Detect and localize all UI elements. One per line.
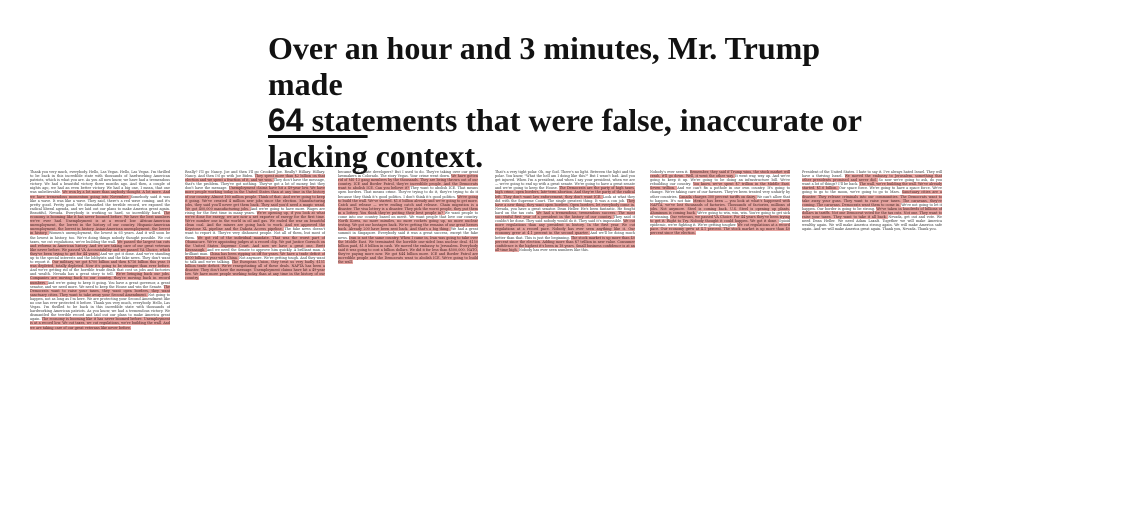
flagged-statement: Not one Democrat voted for the tax cuts.… (831, 210, 920, 215)
transcript-text: They want to abolish ICE. That means ope… (338, 186, 478, 195)
flagged-statement: And the miners are going back to work. A… (185, 223, 325, 232)
transcript-text: We can't allow that to happen. It's not … (650, 194, 790, 203)
transcript-text: The fake news doesn't want to report it.… (185, 227, 325, 240)
transcript-text: We're going to have a great senate and w… (495, 182, 635, 191)
transcript-text: We're going to be doing an infrastructur… (650, 178, 790, 187)
flagged-statement: NATO, they're paying more now. We got $4… (338, 247, 478, 256)
transcript-text: We're taking care of our farmers. They'v… (650, 190, 790, 199)
transcript-column: Nobody's ever seen it. Remember, they sa… (650, 170, 790, 522)
transcript-text: Thank you very much, everybody. Hello, L… (30, 170, 170, 195)
transcript-text: That's a very tight polar. Oh, my God. T… (495, 170, 635, 187)
flagged-statement: The caravans, they're coming. The carava… (802, 198, 942, 207)
transcript-text: And we need the Senate to approve him qu… (185, 247, 325, 256)
transcript-text: Really? I'll go Nancy. Joe and then I'll… (185, 170, 325, 179)
flagged-statement: We moved the embassy to Jerusalem, somet… (802, 174, 942, 183)
transcript-text: And we can't fix a pothole in our own co… (650, 186, 790, 195)
transcript-text: Not anymore. We're getting tough. And th… (185, 255, 325, 265)
flagged-statement: We cut more regulations than any preside… (495, 219, 635, 228)
transcript-column: Thank you very much, everybody. Hello, L… (30, 170, 170, 522)
transcript-text: Thank you very much, everybody. Hello, L… (30, 301, 170, 322)
flagged-statement: Unemployment claims have hit a 49-year l… (228, 186, 311, 191)
flagged-statement: They spent more than $2 billion on that … (185, 174, 325, 183)
transcript-column: became real estate developers? But I use… (338, 170, 478, 522)
headline-line-3-first-word: lacking (268, 138, 368, 174)
transcript-text: And we're getting rid of the horrible tr… (30, 268, 170, 277)
statement-count: 64 (268, 102, 304, 138)
flagged-statement: We won by a lot more than anybody though… (30, 190, 170, 199)
transcript-column: That's a very tight polar. Oh, my God. T… (495, 170, 635, 522)
flagged-statement: We had a tremendous, tremendous success.… (495, 210, 635, 220)
flagged-statement: The Democrats want to take away your gun… (802, 194, 942, 203)
flagged-statement: Our economy grew at 4.1 percent in the s… (495, 227, 635, 236)
transcript-text: Look at what they did with the Supreme C… (495, 194, 635, 203)
transcript-text: Nevada, you have a great senator. Dean H… (495, 206, 635, 215)
flagged-statement: Think of that. And we're going to keep i… (185, 194, 325, 203)
annotated-transcript: Thank you very much, everybody. Hello, L… (0, 170, 1128, 522)
transcript-text: And we'll be doing much better than that… (495, 231, 635, 240)
transcript-text: And we got it done. And we're standing u… (30, 251, 170, 265)
flagged-statement: Remember, they said if Trump wins, the s… (650, 170, 790, 179)
transcript-text: So now we're going to ask, do you want a… (802, 178, 942, 187)
flagged-statement: They pick the worst people, they put the… (338, 206, 478, 215)
headline-line-1: Over an hour and 3 minutes, Mr. Trump ma… (268, 30, 821, 102)
transcript-text: Somebody said it was like a wave. It was… (30, 194, 170, 215)
transcript-text: Together we will make America wealthy ag… (802, 219, 942, 232)
transcript-text: Opioid epidemic, we're fighting it. We'r… (650, 219, 790, 228)
transcript-text: President of the United States. I hate t… (802, 170, 942, 179)
headline-line-3: context. (367, 138, 484, 174)
transcript-column: President of the United States. I hate t… (802, 170, 942, 522)
flagged-statement: We're opening up, if you look at what we… (185, 210, 325, 220)
flagged-statement: They want to raise your taxes. They want… (802, 210, 942, 220)
transcript-text: They said it couldn't be done. They said… (495, 215, 635, 224)
flagged-statement: Canada charges 300 percent tariffs on da… (678, 194, 757, 199)
transcript-text: Nevada, get out and vote. We need Dean H… (802, 215, 942, 224)
flagged-statement: We cut regulations at a record pace. Nob… (495, 223, 635, 232)
flagged-statement: Already 200 have been sent back. And tha… (348, 227, 451, 232)
transcript-text: Our space force. We're going to have a s… (838, 186, 933, 191)
flagged-statement: Right to Try. Nobody thought it could ha… (666, 219, 779, 224)
transcript-text: They don't have the message, that's the … (185, 178, 325, 191)
transcript-text: Nobody's ever seen it. (650, 170, 690, 174)
transcript-text: We want people to come into our country … (338, 210, 478, 220)
flagged-statement: And they're the party of the radical lef… (495, 190, 635, 199)
transcript-text: We're not going to let it happen. Our bo… (802, 202, 942, 211)
flagged-statement: We cut taxes, we cut regulations, we're … (30, 321, 170, 330)
flagged-statement: Mexico has been — you look at what's hap… (650, 198, 790, 207)
transcript-text: became real estate developers? But I use… (338, 170, 478, 179)
flagged-statement: We moved the embassy to Jerusalem. Every… (338, 243, 478, 252)
flagged-statement: Sanctuary cities are a disaster. They re… (802, 190, 942, 199)
transcript-column: Really? I'll go Nancy. Joe and then I'll… (185, 170, 325, 522)
transcript-text: And we're going to have more. Wages are … (185, 206, 325, 215)
headline-line-2: statements that were false, inaccurate o… (303, 102, 862, 138)
transcript-text: We're going to go to the moon, we're goi… (802, 186, 942, 195)
flagged-statement: We're going to build the wall. We've sta… (338, 194, 478, 203)
flagged-statement: ICE and Border Patrol, they're incredibl… (338, 182, 478, 191)
transcript-text: Not going to happen, not as long as I'm … (30, 292, 170, 305)
headline: Over an hour and 3 minutes, Mr. Trump ma… (268, 30, 888, 174)
flagged-statement: Aluminum is coming back. (650, 210, 698, 215)
transcript-text: We had a great summit in Singapore. Ever… (338, 227, 478, 240)
flagged-statement: They don't have the message. Unemploymen… (185, 268, 325, 281)
transcript-text: We're going to win, win, win. You're goi… (650, 210, 790, 220)
flagged-statement: The Democrats are the party of high taxe… (495, 186, 635, 195)
transcript-text: It went way, way up. And we're going to … (650, 174, 790, 183)
flagged-statement: Adding more than $7 trillion in new valu… (542, 239, 618, 244)
transcript-text: They're trying to do it, they're trying … (338, 190, 478, 199)
transcript-text: And we're going to keep it going. You ha… (30, 280, 170, 289)
flagged-statement: Our military, we got $700 billion and th… (30, 260, 170, 269)
flagged-statement: They have a new thing, they want open bo… (495, 198, 635, 207)
transcript-text: Nobody has ever seen numbers like this. (518, 247, 589, 252)
flagged-statement: Steel is coming back. U.S. Steel is open… (687, 206, 790, 211)
transcript-text: Women's unemployment, the lowest in 65 y… (30, 231, 170, 244)
